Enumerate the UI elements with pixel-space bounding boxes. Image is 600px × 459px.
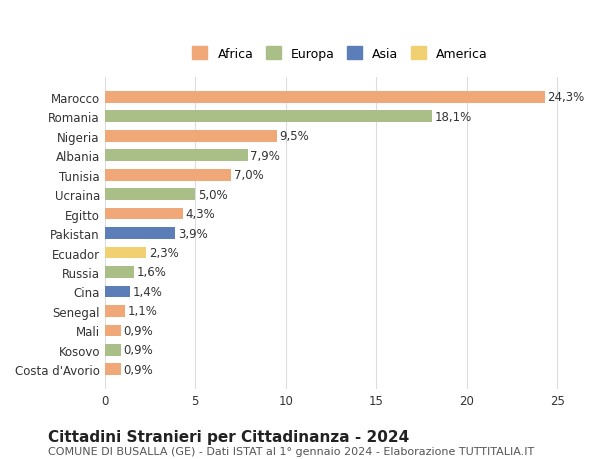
Text: 5,0%: 5,0% <box>198 188 227 201</box>
Text: 0,9%: 0,9% <box>124 344 154 357</box>
Text: 3,9%: 3,9% <box>178 227 208 240</box>
Text: 0,9%: 0,9% <box>124 324 154 337</box>
Text: 24,3%: 24,3% <box>547 91 584 104</box>
Bar <box>105 131 277 142</box>
Bar <box>105 247 146 259</box>
Bar <box>105 150 248 162</box>
Text: 0,9%: 0,9% <box>124 363 154 376</box>
Text: 1,1%: 1,1% <box>127 305 157 318</box>
Bar <box>105 267 134 278</box>
Text: 1,4%: 1,4% <box>133 285 163 298</box>
Bar <box>105 111 433 123</box>
Bar <box>105 364 121 375</box>
Bar <box>105 344 121 356</box>
Bar <box>105 305 125 317</box>
Bar <box>105 92 545 103</box>
Bar <box>105 208 182 220</box>
Text: 1,6%: 1,6% <box>136 266 166 279</box>
Text: 7,9%: 7,9% <box>250 149 280 162</box>
Text: 9,5%: 9,5% <box>280 130 309 143</box>
Bar <box>105 286 130 297</box>
Text: COMUNE DI BUSALLA (GE) - Dati ISTAT al 1° gennaio 2024 - Elaborazione TUTTITALIA: COMUNE DI BUSALLA (GE) - Dati ISTAT al 1… <box>48 447 534 456</box>
Bar <box>105 189 195 201</box>
Bar <box>105 325 121 336</box>
Text: 4,3%: 4,3% <box>185 207 215 221</box>
Bar <box>105 228 175 240</box>
Bar <box>105 169 232 181</box>
Text: Cittadini Stranieri per Cittadinanza - 2024: Cittadini Stranieri per Cittadinanza - 2… <box>48 429 409 444</box>
Legend: Africa, Europa, Asia, America: Africa, Europa, Asia, America <box>189 43 491 64</box>
Text: 18,1%: 18,1% <box>435 111 472 123</box>
Text: 7,0%: 7,0% <box>234 169 264 182</box>
Text: 2,3%: 2,3% <box>149 246 179 259</box>
